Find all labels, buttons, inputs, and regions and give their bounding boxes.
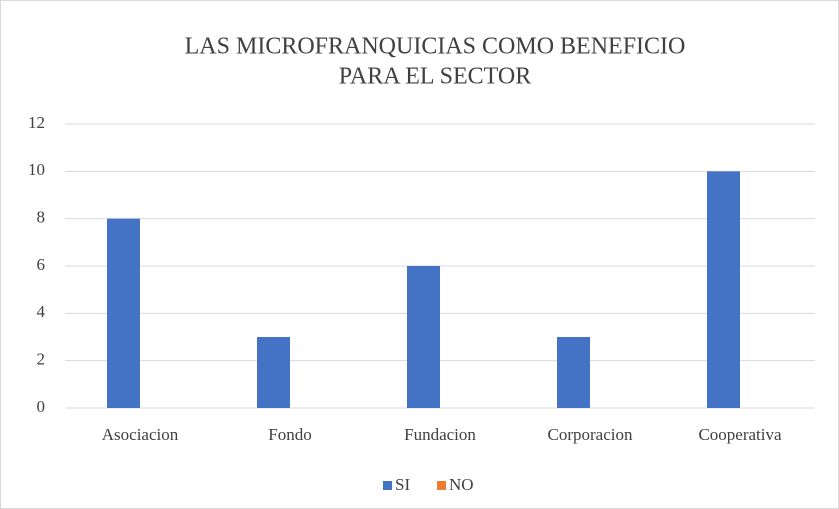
y-tick-label: 0: [37, 397, 46, 416]
chart-title: PARA EL SECTOR: [339, 64, 532, 90]
legend-label: SI: [395, 475, 410, 494]
x-tick-label: Fondo: [268, 425, 311, 444]
bar: [557, 337, 590, 408]
chart-title: LAS MICROFRANQUICIAS COMO BENEFICIO: [185, 34, 686, 60]
legend-label: NO: [449, 475, 474, 494]
x-tick-label: Corporacion: [548, 425, 633, 444]
y-tick-label: 2: [37, 350, 46, 369]
bar: [707, 171, 740, 408]
x-tick-label: Asociacion: [102, 425, 179, 444]
x-tick-label: Fundacion: [404, 425, 476, 444]
y-tick-label: 6: [37, 255, 46, 274]
bar: [257, 337, 290, 408]
y-tick-label: 12: [28, 113, 45, 132]
bar: [407, 266, 440, 408]
y-tick-label: 10: [28, 160, 45, 179]
bar: [107, 218, 140, 408]
legend-swatch: [383, 481, 392, 490]
y-tick-label: 4: [37, 302, 46, 321]
y-tick-label: 8: [37, 208, 46, 227]
x-tick-label: Cooperativa: [698, 425, 782, 444]
legend-swatch: [437, 481, 446, 490]
